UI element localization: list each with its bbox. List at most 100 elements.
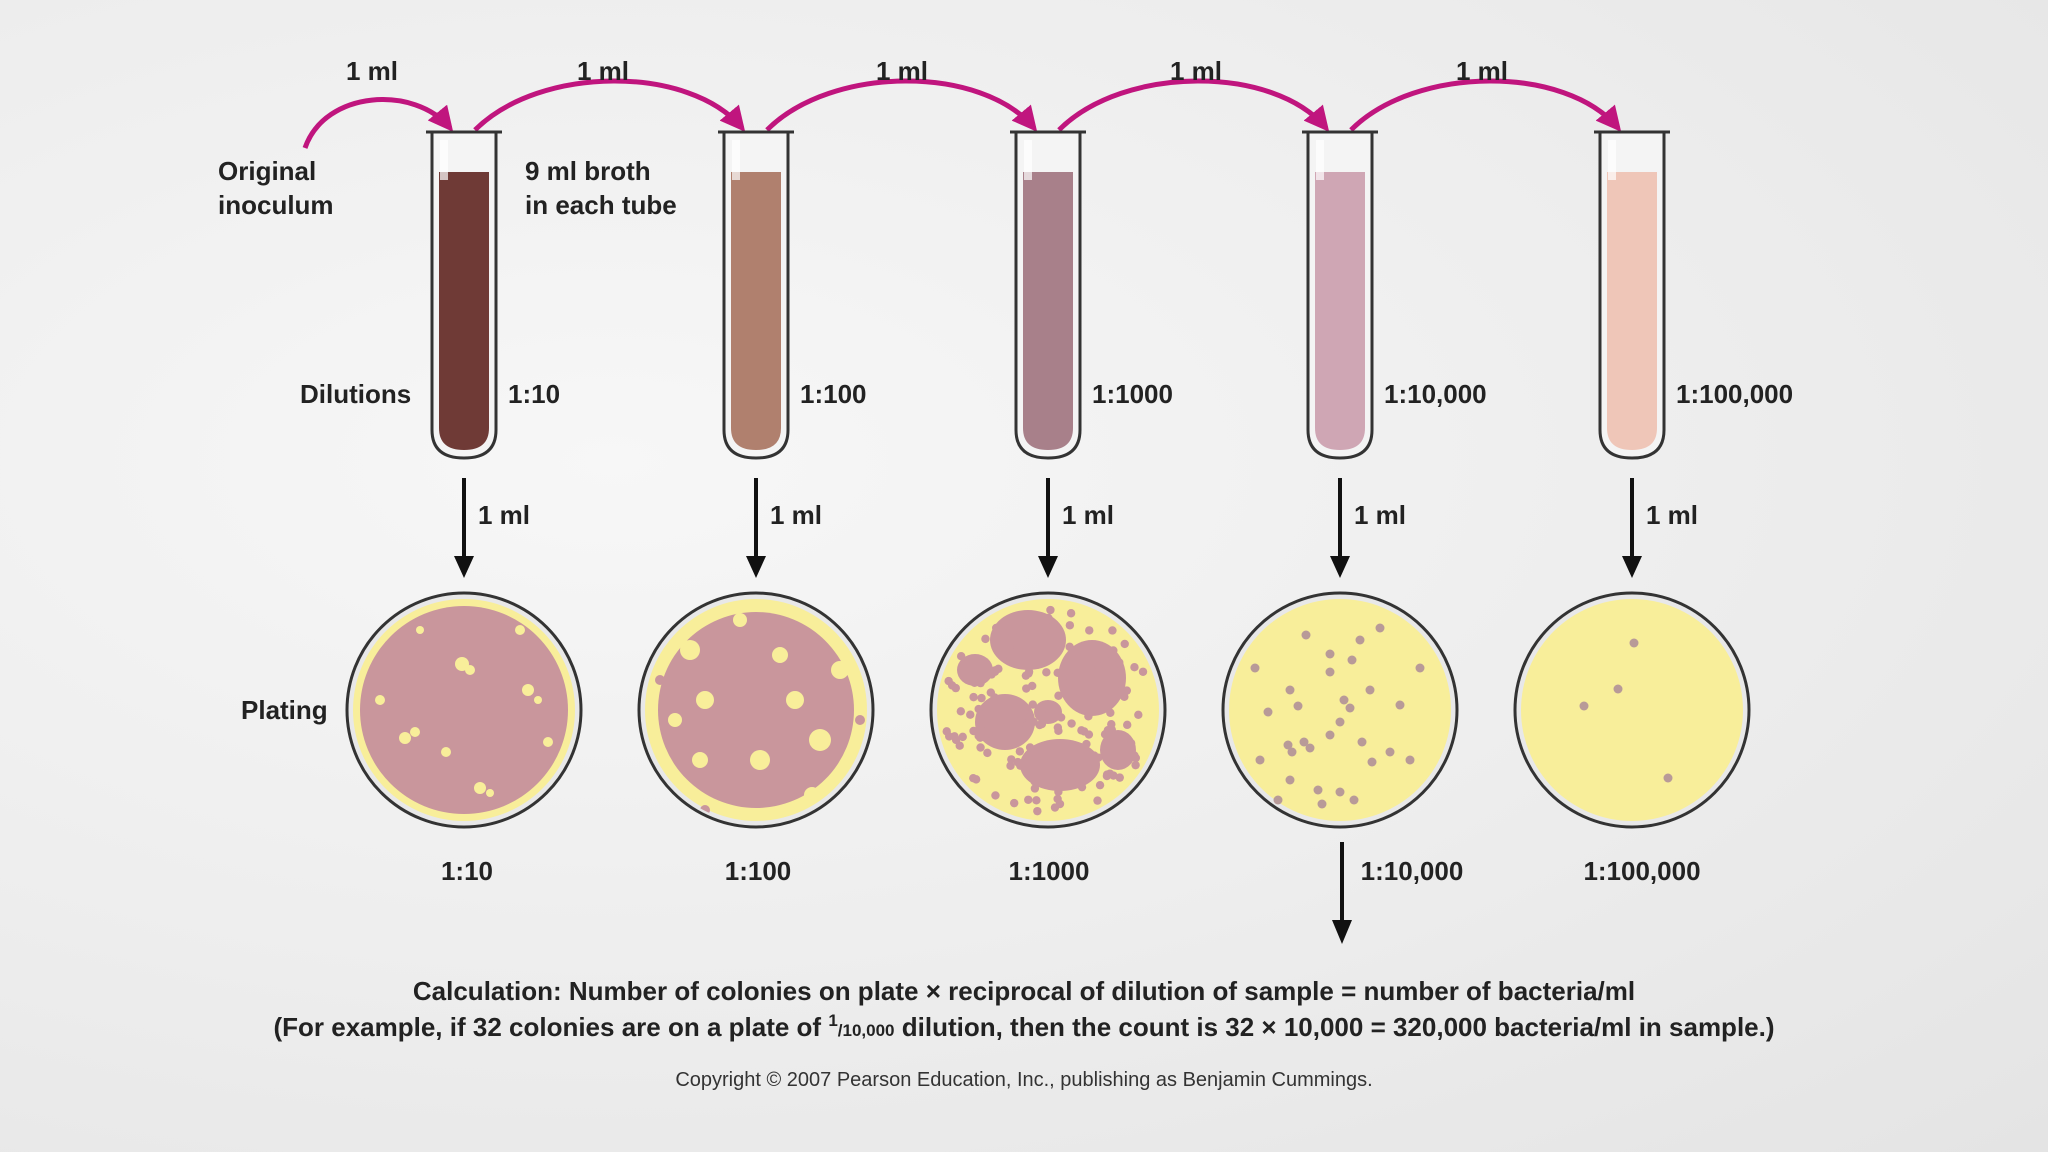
- transfer-arrow: [473, 78, 746, 132]
- broth-label-2: in each tube: [525, 190, 677, 220]
- colony: [1115, 773, 1124, 782]
- colony: [1007, 755, 1016, 764]
- colony: [1134, 710, 1143, 719]
- colony: [1273, 795, 1283, 805]
- colony: [1029, 717, 1038, 727]
- colony: [951, 735, 961, 745]
- colony: [1087, 693, 1096, 702]
- colony: [1395, 700, 1405, 710]
- colony: [1003, 733, 1012, 742]
- petri-plate: [345, 591, 583, 829]
- test-tube: [1010, 130, 1086, 460]
- colony: [1130, 663, 1139, 672]
- colony: [942, 727, 951, 736]
- plating-transfer-label: 1 ml: [1646, 500, 1698, 530]
- colony: [1335, 717, 1345, 727]
- down-arrow-head: [1622, 556, 1642, 578]
- colony: [1120, 639, 1129, 649]
- colony: [1054, 787, 1063, 796]
- colony: [1138, 667, 1148, 676]
- colony: [1033, 766, 1043, 776]
- original-inoculum-label-1: Original: [218, 156, 316, 186]
- colony: [1108, 626, 1117, 635]
- original-inoculum-label-2: inoculum: [218, 190, 334, 220]
- plate-dilution-label: 1:10: [441, 856, 493, 886]
- colony: [1039, 756, 1048, 765]
- colony: [1415, 663, 1425, 673]
- colony: [1066, 758, 1075, 768]
- tube-broth: [1315, 172, 1365, 450]
- colony: [981, 634, 990, 644]
- colony: [958, 732, 967, 742]
- tube-broth: [731, 172, 781, 450]
- colony: [1022, 684, 1031, 693]
- colony: [1126, 739, 1136, 748]
- colony: [1024, 795, 1033, 804]
- down-arrow-head: [1038, 556, 1058, 578]
- colony: [1287, 747, 1297, 757]
- tube-broth: [1607, 172, 1657, 450]
- colony: [1122, 686, 1132, 695]
- colony: [944, 676, 953, 686]
- bacterial-lawn: [655, 612, 865, 815]
- colony: [1032, 796, 1041, 805]
- colony: [1130, 751, 1139, 760]
- transfer-label: 1 ml: [876, 56, 928, 86]
- colony: [983, 668, 992, 677]
- test-tube: [426, 130, 502, 460]
- tube-dilution-label: 1:100: [800, 379, 867, 409]
- colony: [1093, 796, 1102, 805]
- colony: [1293, 701, 1303, 711]
- colony: [1015, 747, 1025, 756]
- colony: [1095, 780, 1105, 790]
- colony: [1042, 622, 1051, 631]
- colony: [991, 710, 1001, 720]
- colony: [1299, 737, 1309, 747]
- colony: [983, 748, 992, 758]
- plate-dilution-label: 1:1000: [1009, 856, 1090, 886]
- colony: [991, 791, 1000, 800]
- colony: [1325, 649, 1335, 659]
- colony: [1345, 703, 1355, 713]
- test-tube: [1594, 130, 1670, 460]
- colony: [976, 733, 985, 742]
- colony: [1026, 624, 1036, 633]
- colony: [1065, 667, 1074, 676]
- colony: [1317, 799, 1327, 809]
- tube-dilution-label: 1:10,000: [1384, 379, 1487, 409]
- calculation-formula: Calculation: Number of colonies on plate…: [412, 976, 1636, 1006]
- plate-dilution-label: 1:10,000: [1361, 856, 1464, 886]
- colony: [1365, 685, 1375, 695]
- colony: [1056, 713, 1066, 722]
- colony: [1071, 686, 1080, 695]
- plating-transfer-label: 1 ml: [478, 500, 530, 530]
- colony: [1008, 623, 1018, 633]
- colony: [1067, 719, 1076, 728]
- transfer-arrows: [302, 78, 1622, 149]
- colony: [977, 693, 986, 703]
- colony: [1057, 769, 1067, 778]
- colony: [1020, 706, 1029, 716]
- tube-broth: [1023, 172, 1073, 450]
- transfer-label: 1 ml: [577, 56, 629, 86]
- colony: [1613, 684, 1623, 694]
- plating-arrows: [454, 478, 1642, 578]
- colony: [1005, 643, 1014, 652]
- colony: [1579, 701, 1589, 711]
- colony: [1106, 708, 1115, 717]
- petri-plate: [1513, 591, 1751, 829]
- colony: [971, 775, 981, 784]
- colony: [1006, 761, 1015, 770]
- colony: [1065, 621, 1075, 630]
- colony: [1301, 630, 1311, 640]
- colony-patches: [942, 605, 1148, 816]
- tube-dilution-label: 1:100,000: [1676, 379, 1793, 409]
- petri-plate: [637, 591, 875, 829]
- colony: [1028, 700, 1037, 709]
- colony: [1015, 716, 1024, 726]
- colony: [1347, 655, 1357, 665]
- colony: [1053, 794, 1062, 804]
- colony: [969, 726, 978, 736]
- colony: [1105, 657, 1114, 666]
